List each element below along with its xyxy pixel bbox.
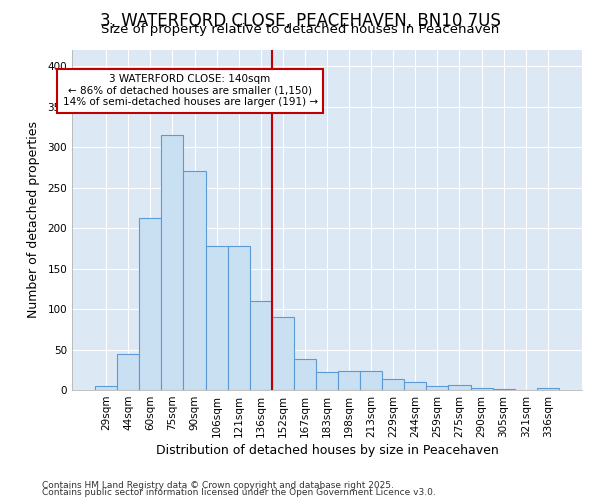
X-axis label: Distribution of detached houses by size in Peacehaven: Distribution of detached houses by size … — [155, 444, 499, 457]
Bar — [294, 359, 316, 390]
Bar — [95, 386, 117, 390]
Text: Size of property relative to detached houses in Peacehaven: Size of property relative to detached ho… — [101, 22, 499, 36]
Bar — [360, 370, 382, 390]
Bar — [338, 370, 360, 390]
Bar — [206, 246, 227, 390]
Bar — [227, 246, 250, 390]
Bar — [448, 385, 470, 390]
Bar — [537, 388, 559, 390]
Bar — [250, 301, 272, 390]
Bar — [493, 389, 515, 390]
Text: Contains public sector information licensed under the Open Government Licence v3: Contains public sector information licen… — [42, 488, 436, 497]
Bar — [382, 380, 404, 390]
Bar — [470, 388, 493, 390]
Bar — [117, 354, 139, 390]
Bar — [139, 218, 161, 390]
Y-axis label: Number of detached properties: Number of detached properties — [28, 122, 40, 318]
Bar — [427, 386, 448, 390]
Bar — [161, 135, 184, 390]
Bar — [316, 372, 338, 390]
Text: Contains HM Land Registry data © Crown copyright and database right 2025.: Contains HM Land Registry data © Crown c… — [42, 480, 394, 490]
Bar — [184, 172, 206, 390]
Text: 3 WATERFORD CLOSE: 140sqm
← 86% of detached houses are smaller (1,150)
14% of se: 3 WATERFORD CLOSE: 140sqm ← 86% of detac… — [62, 74, 317, 108]
Text: 3, WATERFORD CLOSE, PEACEHAVEN, BN10 7US: 3, WATERFORD CLOSE, PEACEHAVEN, BN10 7US — [100, 12, 500, 30]
Bar — [404, 382, 427, 390]
Bar — [272, 317, 294, 390]
